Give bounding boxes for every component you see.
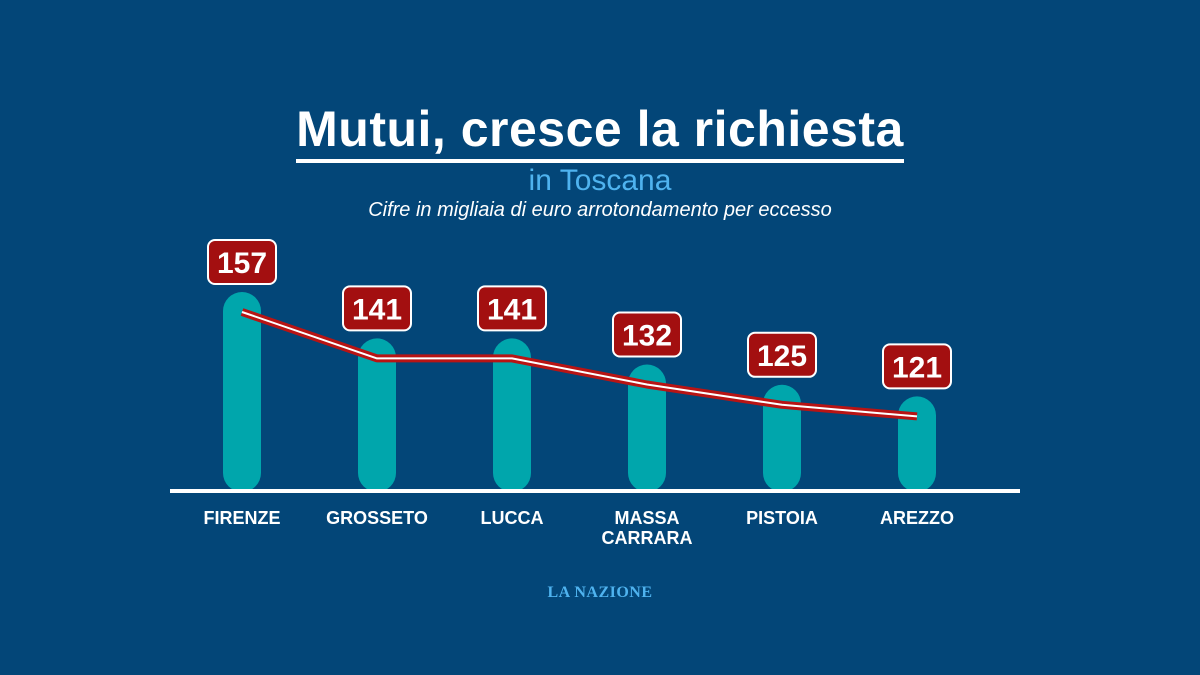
chart-title-text: Mutui, cresce la richiesta — [296, 101, 904, 163]
value-label: 132 — [622, 320, 672, 353]
value-badge — [342, 285, 412, 332]
chart-subtitle: in Toscana — [528, 164, 672, 197]
value-badge — [882, 343, 952, 390]
value-badge — [207, 239, 277, 285]
value-badge — [612, 311, 682, 358]
trend-line-highlight — [241, 311, 918, 418]
bar — [358, 338, 396, 492]
value-label: 157 — [217, 247, 267, 280]
value-label: 125 — [757, 340, 807, 373]
bar — [628, 364, 666, 492]
source-logo: LA NAZIONE — [547, 584, 653, 601]
chart-note: Cifre in migliaia di euro arrotondamento… — [368, 199, 832, 221]
category-label: MASSA CARRARA — [602, 508, 693, 548]
value-badge — [747, 331, 817, 378]
bars-layer — [223, 292, 936, 492]
value-badge — [477, 285, 547, 332]
value-label: 141 — [487, 293, 537, 326]
value-label: 141 — [352, 293, 402, 326]
trend-line-layer — [240, 308, 918, 421]
value-badges-layer: 157 141 141 132 125 121 — [207, 239, 952, 390]
bar — [223, 292, 261, 492]
bar — [493, 338, 531, 492]
category-labels-layer: FIRENZE GROSSETO LUCCA MASSA CARRARA PISTOIA A… — [203, 508, 954, 548]
category-label: FIRENZE — [203, 508, 280, 528]
chart-title: Mutui, cresce la richiesta — [0, 100, 1200, 163]
category-label: PISTOIA — [746, 508, 818, 528]
category-label: GROSSETO — [326, 508, 428, 528]
bar — [898, 396, 936, 492]
category-label: LUCCA — [481, 508, 544, 528]
bar — [763, 384, 801, 492]
value-label: 121 — [892, 351, 942, 384]
category-label: AREZZO — [880, 508, 954, 528]
